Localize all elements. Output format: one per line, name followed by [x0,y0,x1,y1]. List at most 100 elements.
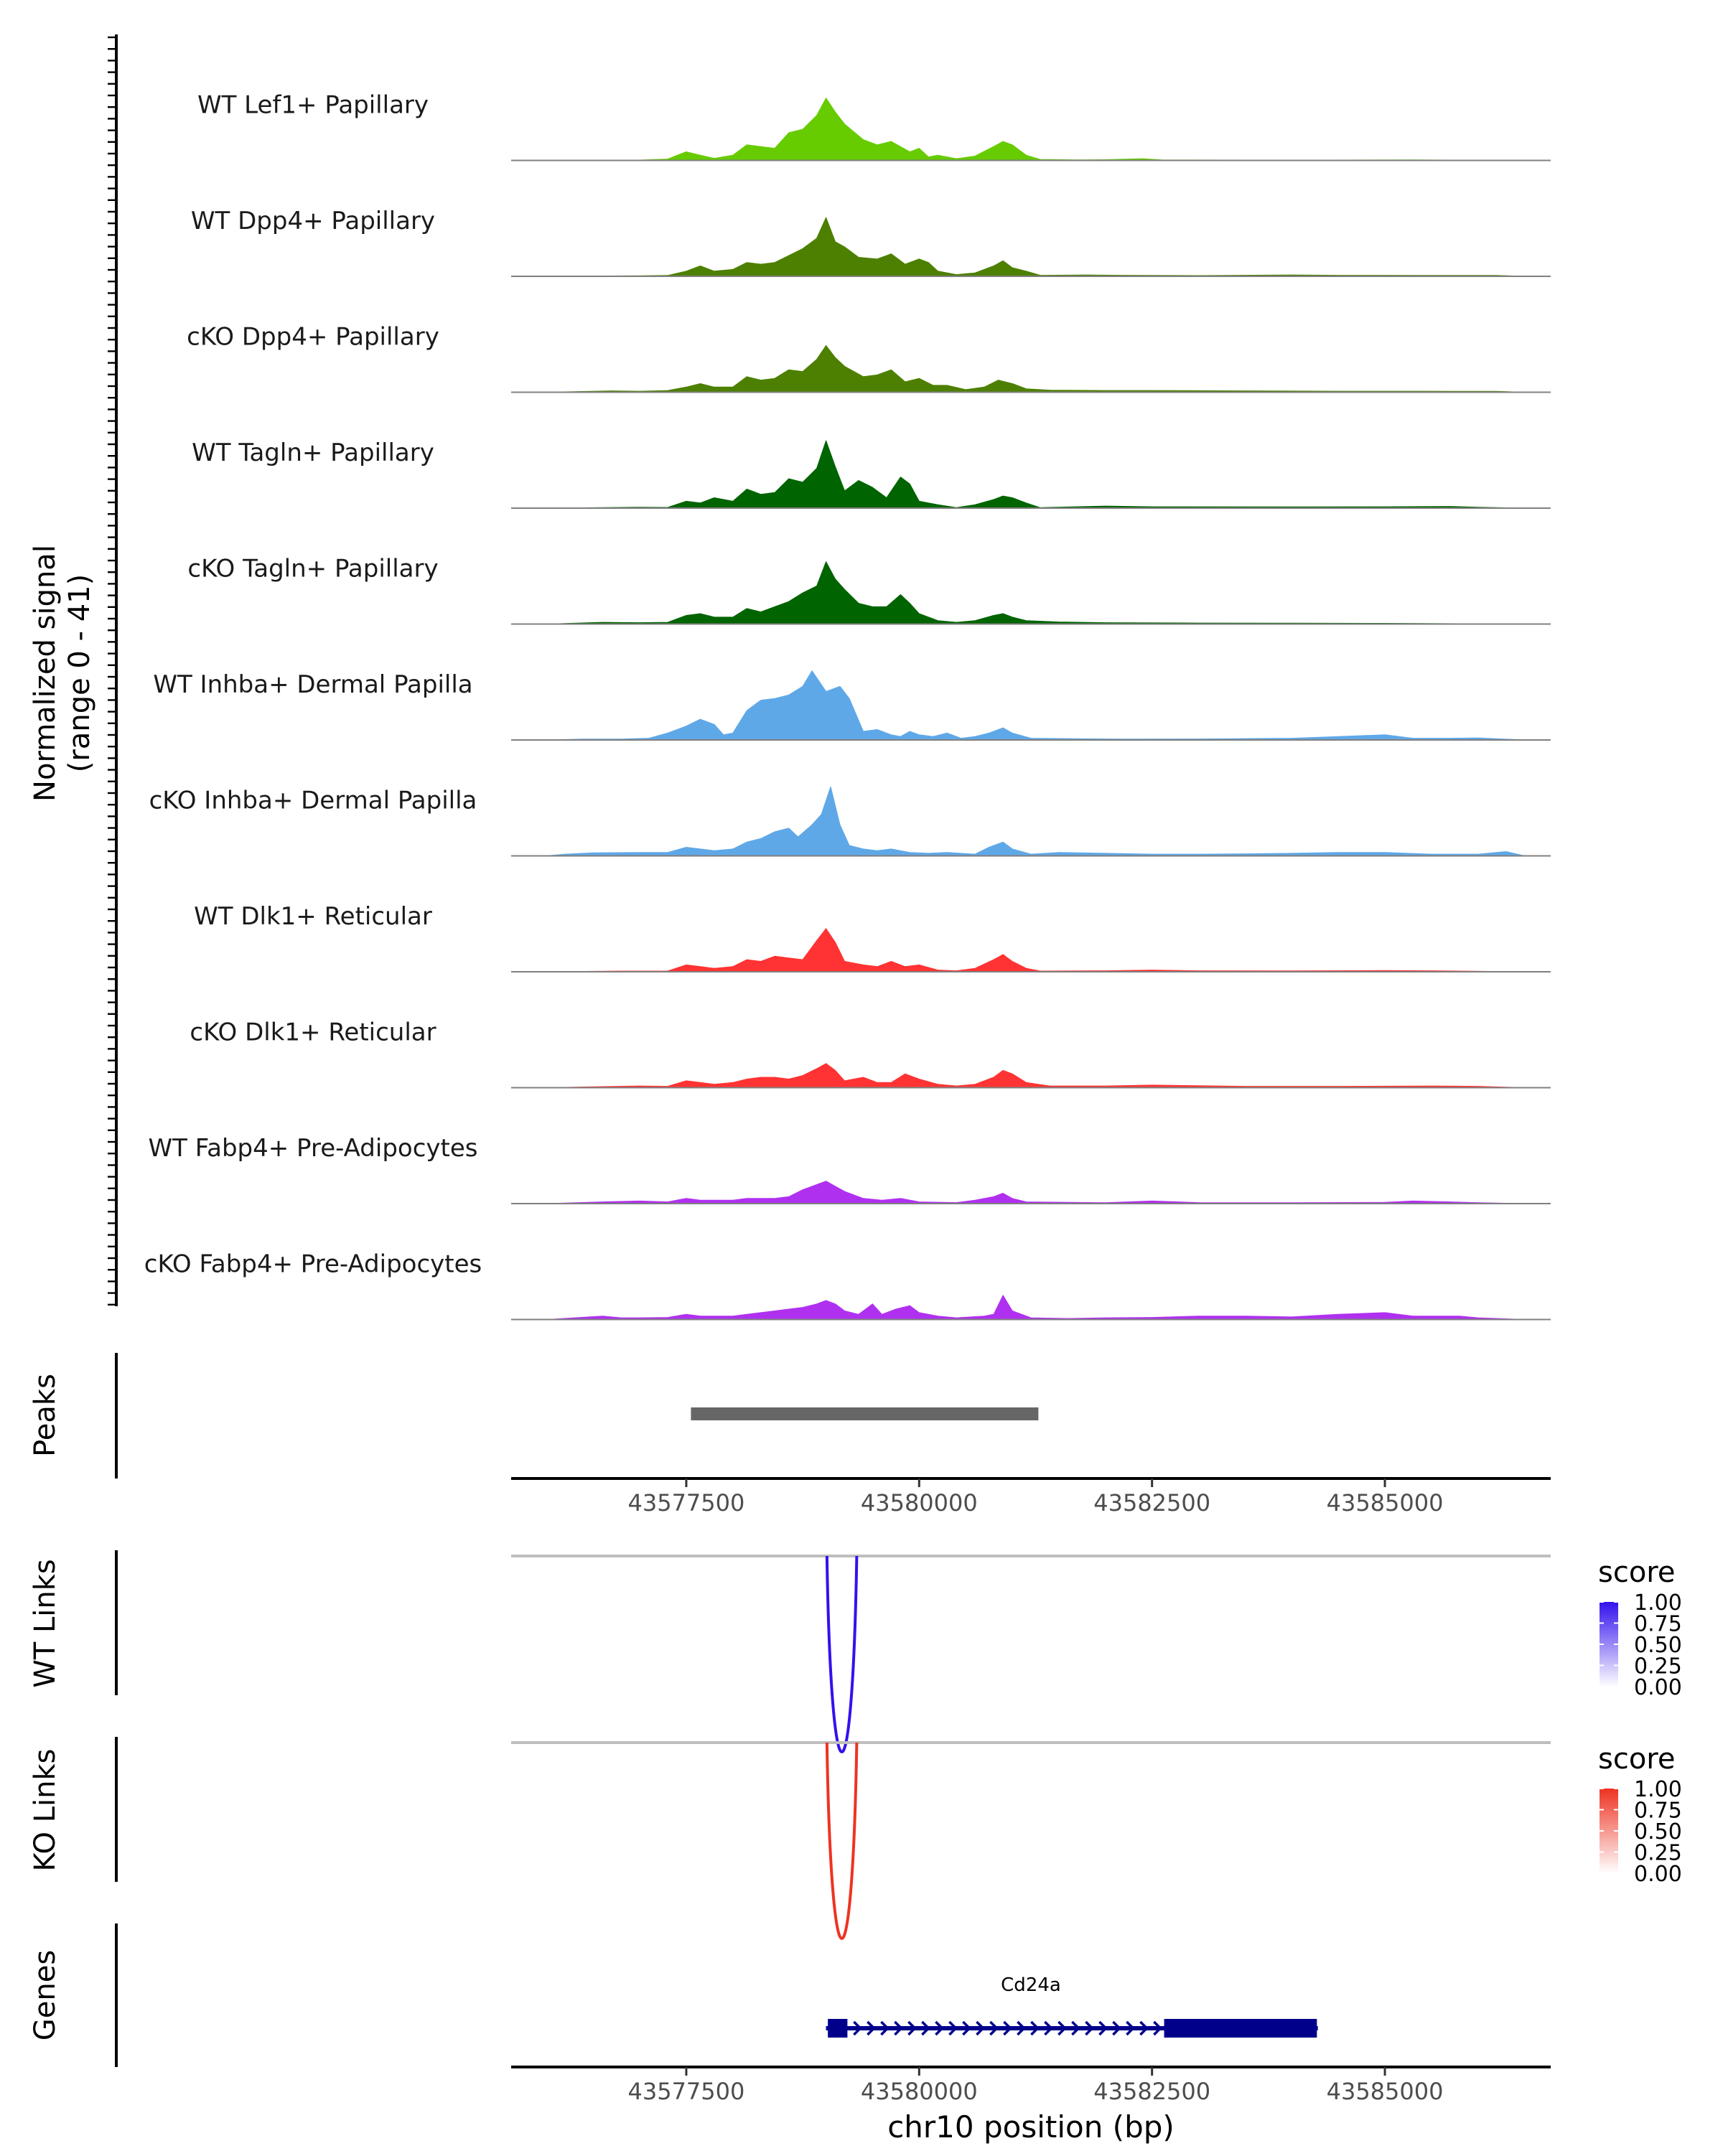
legend-tick-label: 0.75 [1634,1799,1682,1824]
strand-arrow [948,2020,958,2036]
signal-area [546,561,1526,624]
peak-bar [691,1407,1039,1420]
signal-tracks: WT Lef1+ Papillary WT Dpp4+ Papillary cKO … [144,91,1551,1321]
track-label: cKO Inhba+ Dermal Papilla [149,787,477,815]
strand-arrow [880,2020,889,2036]
track-label: cKO Dpp4+ Papillary [187,323,439,352]
strand-arrow [1017,2020,1026,2036]
signal-area [546,1295,1526,1320]
genes-panel: Genes Cd24a 43577500 43580000 43582500 4358… [29,1923,1551,2145]
strand-arrow [976,2020,985,2036]
x-axis-top: 43577500 43580000 43582500 43585000 [627,1478,1443,1517]
signal-y-ticks [108,36,116,1306]
link-arc [825,1742,859,1940]
x-tick-label: 43585000 [1327,2078,1444,2105]
x-tick-label: 43582500 [1093,1489,1210,1517]
signal-area [546,440,1526,509]
strand-arrow [907,2020,917,2036]
strand-arrow [1085,2020,1094,2036]
signal-track: cKO Tagln+ Papillary [187,555,1551,625]
signal-track: cKO Dpp4+ Papillary [187,323,1551,393]
x-tick-label: 43577500 [627,2078,744,2105]
wt-links-panel: WT Links score 1.000.750.500.250.00 [29,1550,1682,1753]
signal-area [546,98,1526,161]
signal-area [546,217,1526,277]
signal-track: cKO Dlk1+ Reticular [190,1018,1551,1089]
wt-links [511,1555,1551,1753]
legend-tick-label: 0.50 [1634,1633,1682,1658]
legend-tick-label: 0.00 [1634,1862,1682,1887]
genes-label: Genes [29,1950,62,2040]
ko-legend-title: score [1598,1743,1675,1776]
gene-model [826,2019,1318,2038]
legend-tick-label: 1.00 [1634,1590,1682,1616]
strand-arrow [989,2020,999,2036]
wt-links-legend: score 1.000.750.500.250.00 [1598,1556,1682,1700]
signal-track: WT Fabp4+ Pre-Adipocytes [149,1134,1551,1204]
gene-exon [828,2019,848,2038]
x-axis-title: chr10 position (bp) [887,2109,1175,2145]
strand-arrow [1139,2020,1149,2036]
strand-arrow [1071,2020,1080,2036]
signal-track: WT Tagln+ Papillary [192,439,1551,509]
strand-arrow [1112,2020,1121,2036]
ko-links [511,1741,1551,1940]
strand-arrow [1003,2020,1012,2036]
signal-track: cKO Fabp4+ Pre-Adipocytes [144,1250,1551,1321]
signal-track: cKO Inhba+ Dermal Papilla [149,786,1551,857]
strand-arrow [1126,2020,1135,2036]
strand-arrow [867,2020,876,2036]
signal-track: WT Lef1+ Papillary [197,91,1551,161]
signal-area [546,670,1526,741]
x-tick-label: 43585000 [1327,1489,1444,1517]
signal-track: WT Dpp4+ Papillary [191,207,1551,277]
strand-arrow [935,2020,944,2036]
signal-area [546,1181,1526,1204]
signal-track: WT Inhba+ Dermal Papilla [153,670,1551,741]
strand-arrow [894,2020,903,2036]
x-axis-bottom: 43577500 43580000 43582500 43585000 [627,2067,1443,2105]
gene-name-label: Cd24a [1001,1974,1061,1996]
ko-links-legend: score 1.000.750.500.250.00 [1598,1743,1682,1887]
x-tick-label: 43580000 [861,1489,978,1517]
signal-area [546,1063,1526,1088]
x-tick-label: 43582500 [1093,2078,1210,2105]
ko-links-label: KO Links [29,1749,62,1872]
x-tick-label: 43577500 [627,1489,744,1517]
signal-area [546,786,1526,856]
legend-tick-label: 0.50 [1634,1819,1682,1845]
strand-arrow [1057,2020,1067,2036]
track-label: WT Fabp4+ Pre-Adipocytes [149,1134,478,1163]
strand-arrow [921,2020,930,2036]
track-label: WT Dpp4+ Papillary [191,207,435,235]
strand-arrow [962,2020,971,2036]
signal-ylabel-range: (range 0 - 41) [63,574,96,772]
signal-track: WT Dlk1+ Reticular [194,902,1551,972]
signal-area [546,928,1526,972]
wt-links-label: WT Links [29,1559,62,1687]
signal-panel: Normalized signal (range 0 - 41) WT Lef1… [29,34,1551,1321]
peak-bars [691,1407,1039,1420]
peaks-label: Peaks [29,1374,62,1457]
strand-arrow [853,2020,862,2036]
x-tick-label: 43580000 [861,2078,978,2105]
link-arc [825,1555,859,1753]
legend-tick-label: 0.00 [1634,1675,1682,1700]
gene-exon [1164,2019,1317,2038]
track-label: cKO Fabp4+ Pre-Adipocytes [144,1250,482,1279]
track-label: cKO Dlk1+ Reticular [190,1018,436,1047]
strand-arrow [1030,2020,1040,2036]
strand-arrow [1044,2020,1053,2036]
peaks-panel: Peaks 43577500 43580000 43582500 43585000 [29,1353,1551,1517]
ko-links-panel: KO Links score 1.000.750.500.250.00 [29,1737,1682,1940]
strand-arrow [1153,2020,1162,2036]
legend-tick-label: 0.75 [1634,1612,1682,1637]
legend-tick-label: 0.25 [1634,1841,1682,1866]
legend-tick-label: 1.00 [1634,1777,1682,1802]
signal-area [546,345,1526,393]
signal-ylabel: Normalized signal [29,545,62,802]
track-label: WT Dlk1+ Reticular [194,902,432,931]
strand-arrow [1098,2020,1108,2036]
